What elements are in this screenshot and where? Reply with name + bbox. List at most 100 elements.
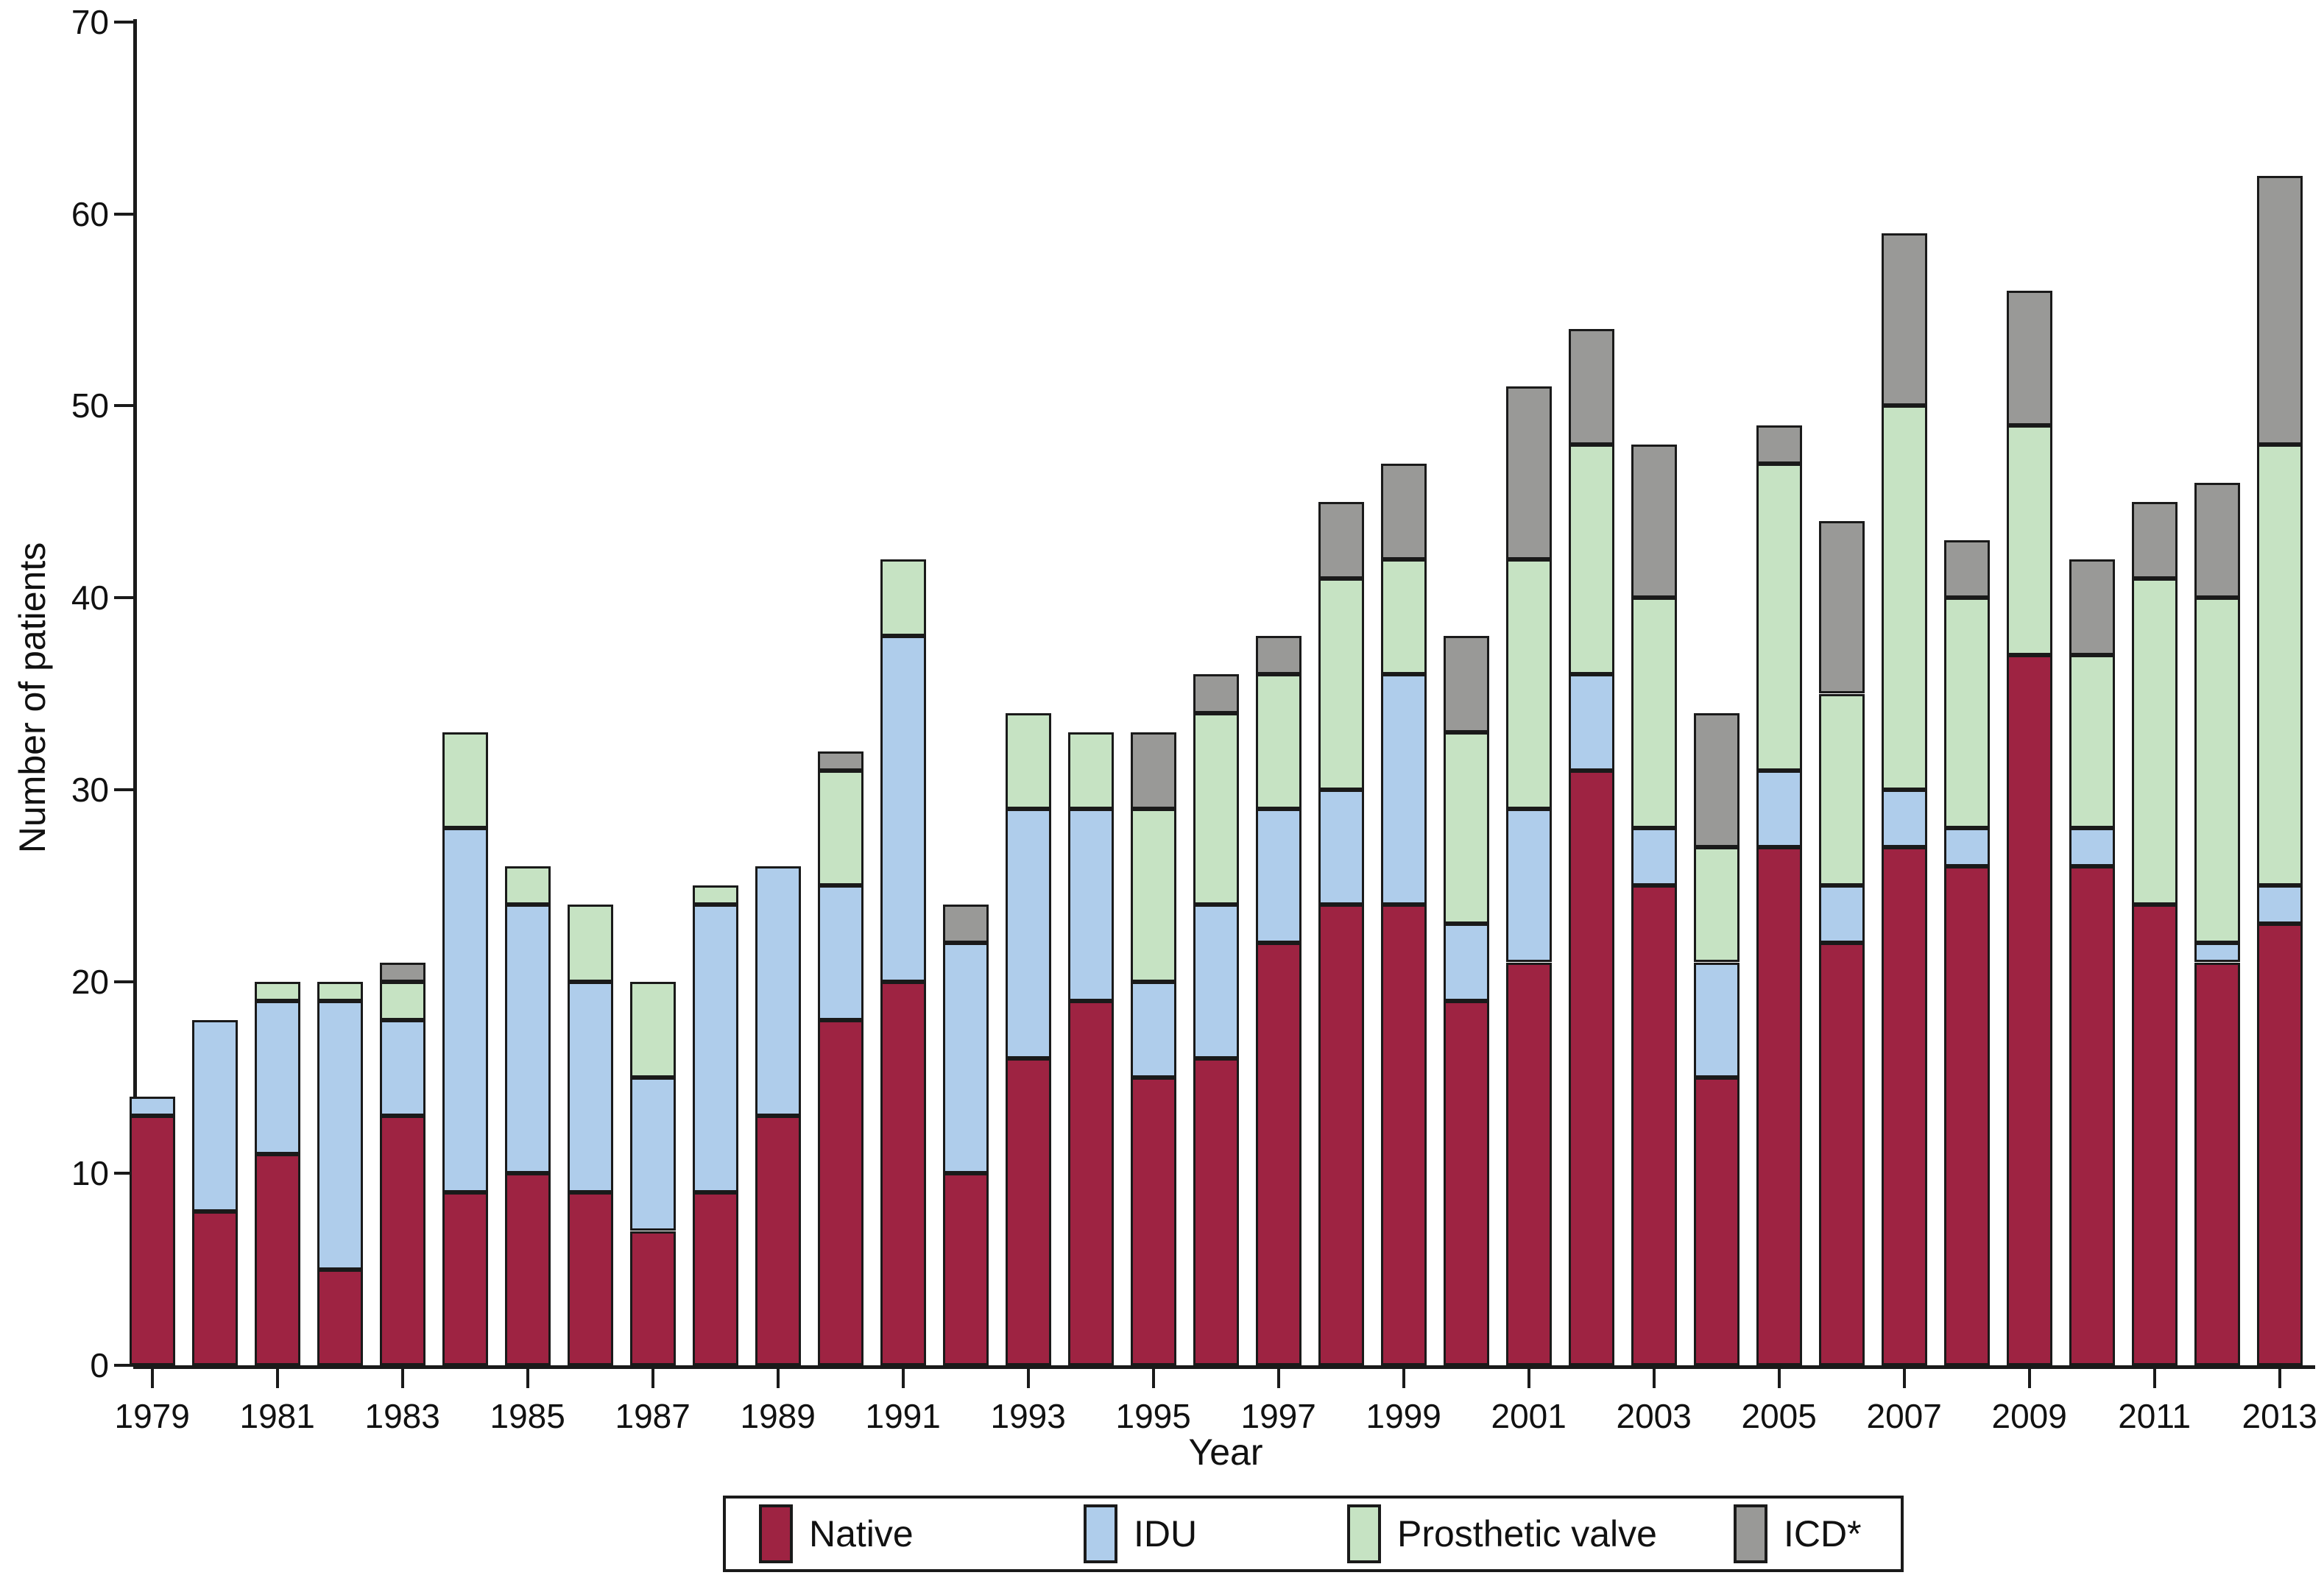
bar-segment-idu-1982 (317, 1000, 363, 1270)
bar-segment-idu-1980 (191, 1019, 238, 1212)
x-tick (150, 1369, 154, 1388)
bar-segment-idu-2002 (1568, 674, 1614, 771)
bar-segment-native-1983 (379, 1116, 425, 1365)
x-tick (1777, 1369, 1781, 1388)
bar-segment-icd--2001 (1505, 386, 1552, 559)
bar-segment-native-1996 (1193, 1058, 1239, 1365)
bar-segment-native-2008 (1943, 866, 1990, 1365)
bar-segment-icd--1999 (1380, 463, 1427, 559)
bar-segment-prosthetic-valve-2001 (1505, 559, 1552, 809)
y-tick (114, 1364, 135, 1367)
legend-item-idu: IDU (1084, 1499, 1197, 1569)
x-tick-label: 2001 (1491, 1397, 1567, 1435)
bar-segment-idu-1990 (817, 885, 863, 1020)
legend-label-idu: IDU (1134, 1513, 1198, 1554)
bar-segment-icd--2007 (1881, 233, 1927, 406)
x-tick-label: 1997 (1240, 1397, 1316, 1435)
bar-segment-prosthetic-valve-2011 (2131, 579, 2178, 905)
x-tick (901, 1369, 905, 1388)
bar-segment-icd--2000 (1443, 636, 1489, 732)
bar-segment-prosthetic-valve-2004 (1693, 847, 1740, 963)
bar-segment-idu-1989 (755, 866, 801, 1117)
bar-segment-idu-1986 (567, 981, 613, 1193)
bar-segment-native-2009 (2006, 655, 2052, 1365)
x-tick (1402, 1369, 1405, 1388)
x-tick-label: 2013 (2242, 1397, 2317, 1435)
bar-segment-native-1993 (1005, 1058, 1051, 1365)
bar-segment-icd--2010 (2069, 559, 2115, 656)
y-tick (114, 404, 135, 408)
bar-segment-native-1985 (504, 1173, 551, 1365)
x-tick (2027, 1369, 2031, 1388)
bar-segment-idu-1981 (254, 1000, 300, 1155)
x-tick-label: 2007 (1866, 1397, 1942, 1435)
bar-segment-icd--2004 (1693, 712, 1740, 848)
bar-segment-native-1989 (755, 1116, 801, 1365)
bar-segment-native-2007 (1881, 847, 1927, 1365)
bar-segment-native-1984 (442, 1192, 488, 1365)
bar-segment-prosthetic-valve-1984 (442, 732, 488, 828)
y-tick-label: 10 (71, 1154, 109, 1193)
bar-segment-prosthetic-valve-1998 (1318, 579, 1364, 790)
y-tick (114, 980, 135, 983)
bar-segment-native-1980 (191, 1211, 238, 1365)
bar-segment-idu-1985 (504, 905, 551, 1174)
x-tick (1652, 1369, 1656, 1388)
bar-segment-native-1986 (567, 1192, 613, 1365)
x-tick-label: 1991 (865, 1397, 941, 1435)
idu-swatch (1084, 1504, 1117, 1563)
bar-segment-idu-2001 (1505, 808, 1552, 963)
prosthetic-valve-swatch (1347, 1504, 1381, 1563)
x-tick-label: 1993 (990, 1397, 1066, 1435)
x-tick (1026, 1369, 1030, 1388)
bar-segment-idu-2004 (1693, 962, 1740, 1078)
bar-segment-native-1995 (1130, 1077, 1176, 1365)
bar-segment-icd--2009 (2006, 291, 2052, 425)
y-tick-label: 0 (90, 1346, 109, 1384)
bar-segment-icd--2006 (1818, 520, 1865, 694)
x-tick-label: 2003 (1616, 1397, 1692, 1435)
y-tick (114, 596, 135, 600)
bar-segment-idu-1979 (129, 1097, 175, 1117)
y-tick-label: 40 (71, 579, 109, 618)
bar-segment-idu-1991 (880, 636, 926, 982)
y-tick (114, 788, 135, 791)
bar-segment-native-1990 (817, 1019, 863, 1365)
bar-segment-native-1982 (317, 1269, 363, 1365)
bar-segment-prosthetic-valve-2010 (2069, 655, 2115, 828)
legend: Native IDU Prosthetic valve ICD* (723, 1496, 1904, 1572)
bar-segment-idu-1984 (442, 828, 488, 1193)
bar-segment-native-2000 (1443, 1000, 1489, 1365)
bar-segment-idu-1993 (1005, 808, 1051, 1058)
bar-segment-prosthetic-valve-1986 (567, 905, 613, 982)
legend-item-icd: ICD* (1734, 1499, 1862, 1569)
native-swatch (759, 1504, 793, 1563)
bar-segment-native-2010 (2069, 866, 2115, 1365)
x-tick-label: 1989 (740, 1397, 816, 1435)
bar-segment-icd--2003 (1631, 444, 1677, 598)
bar-segment-idu-1987 (629, 1077, 676, 1231)
bar-segment-prosthetic-valve-1993 (1005, 712, 1051, 809)
x-tick-label: 1979 (114, 1397, 190, 1435)
icd-swatch (1734, 1504, 1767, 1563)
bar-segment-idu-2010 (2069, 828, 2115, 867)
bar-segment-icd--2013 (2256, 175, 2303, 445)
bar-segment-prosthetic-valve-2003 (1631, 598, 1677, 828)
bar-segment-idu-1996 (1193, 905, 1239, 1058)
bar-segment-prosthetic-valve-2008 (1943, 598, 1990, 828)
bar-segment-prosthetic-valve-1996 (1193, 712, 1239, 905)
bar-segment-icd--2011 (2131, 501, 2178, 579)
bar-segment-native-2001 (1505, 962, 1552, 1365)
bar-segment-idu-2003 (1631, 828, 1677, 886)
bar-segment-prosthetic-valve-2009 (2006, 425, 2052, 656)
y-tick-label: 30 (71, 770, 109, 809)
bar-segment-prosthetic-valve-1999 (1380, 559, 1427, 675)
y-tick-label: 50 (71, 386, 109, 425)
bar-segment-native-1981 (254, 1154, 300, 1365)
x-tick-label: 1999 (1366, 1397, 1441, 1435)
x-tick-label: 1981 (239, 1397, 315, 1435)
legend-item-native: Native (759, 1499, 914, 1569)
x-tick-label: 1983 (364, 1397, 440, 1435)
bar-segment-prosthetic-valve-2013 (2256, 444, 2303, 886)
